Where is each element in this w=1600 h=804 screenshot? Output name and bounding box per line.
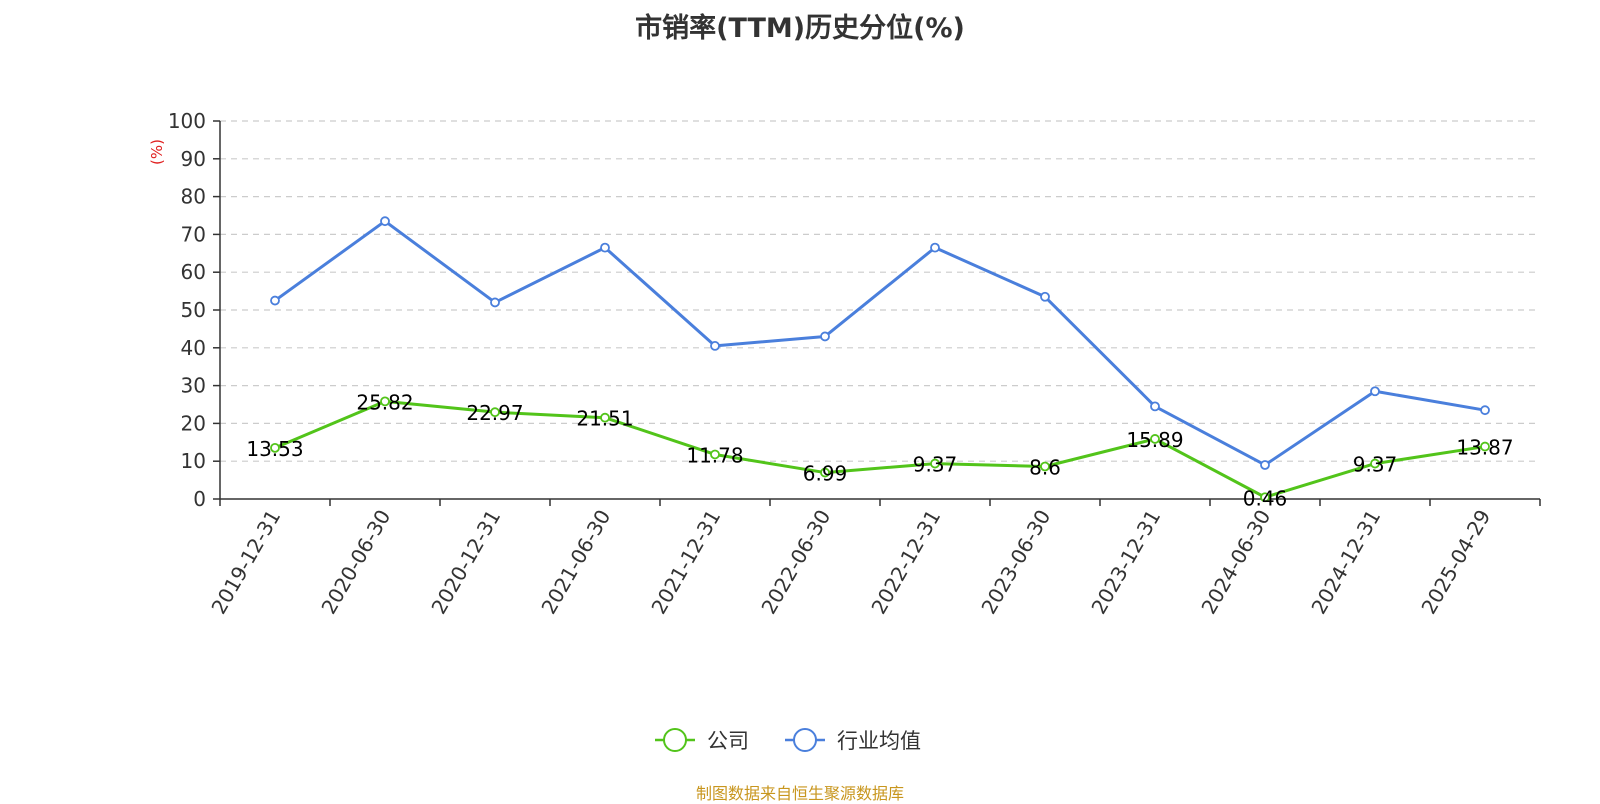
data-label: 15.89 [1126,428,1183,452]
data-point [1260,460,1270,470]
data-point [380,396,390,407]
x-tick-label: 2019-12-31 [206,506,285,619]
legend-marker [793,728,817,752]
y-tick-label: 80 [181,185,206,209]
data-point [270,442,280,453]
data-label: 21.51 [576,407,633,431]
y-tick-label: 50 [181,298,206,322]
data-label: 9.37 [1353,453,1398,477]
x-tick-label: 2022-12-31 [866,506,945,619]
data-point [1480,405,1490,416]
data-point [490,297,500,308]
data-point [820,467,830,478]
data-point [1370,458,1380,469]
data-point [710,449,720,460]
legend-label: 公司 [707,729,749,753]
y-tick-label: 60 [181,260,206,284]
data-point [1040,291,1050,302]
y-tick-label: 70 [181,222,206,246]
data-label: 25.82 [356,390,413,414]
data-label: 9.37 [913,453,958,477]
data-point [490,407,500,418]
y-tick-label: 10 [181,449,206,473]
legend-label: 行业均值 [837,729,921,753]
data-label: 13.87 [1456,436,1513,460]
y-tick-label: 20 [181,411,206,435]
y-tick-label: 40 [181,336,206,360]
x-tick-label: 2020-12-31 [426,506,505,619]
x-tick-label: 2024-12-31 [1306,506,1385,619]
data-point [600,242,610,253]
y-axis-unit-label: (%) [148,139,166,165]
x-tick-label: 2020-06-30 [316,506,395,619]
source-note: 制图数据来自恒生聚源数据库 [695,784,904,803]
x-tick-label: 2025-04-29 [1416,506,1495,619]
data-point [930,458,940,469]
data-point [270,295,280,306]
axes: 0 10 20 30 40 50 60 70 80 90 100 2019-12-31 2020-06-… [168,109,1541,619]
chart-title: 市销率(TTM)历史分位(%) [635,13,965,44]
data-point [1260,492,1270,503]
data-label: 6.99 [803,462,848,486]
series-line [274,219,1486,467]
legend: 公司 行业均值 [655,728,921,753]
data-point [380,216,390,227]
y-tick-label: 90 [181,147,206,171]
data-label: 8.6 [1029,455,1061,479]
data-point [1150,434,1160,444]
series-line [274,399,1486,499]
y-tick-label: 0 [193,487,206,511]
x-tick-label: 2021-06-30 [536,506,615,619]
x-tick-label: 2022-06-30 [756,506,835,619]
y-tick-label: 100 [168,109,206,133]
data-label: 22.97 [466,401,523,425]
data-point [600,412,610,423]
x-tick-label: 2023-12-31 [1086,506,1165,619]
x-tick-label: 2021-12-31 [646,506,725,619]
data-label: 11.78 [686,443,743,467]
data-point [1040,461,1050,472]
x-tick-label: 2024-06-30 [1196,506,1275,619]
data-label: 0.46 [1243,486,1288,510]
data-labels: 13.53 25.82 22.97 21.51 11.78 6.99 9.37 8.6 15.8… [246,390,1513,510]
data-point [930,242,940,253]
series-lines [270,216,1490,503]
data-point [1370,386,1380,397]
data-point [820,331,830,342]
legend-marker [663,728,687,752]
data-point [1150,401,1160,412]
x-tick-label: 2023-06-30 [976,506,1055,619]
data-point [710,341,720,351]
y-tick-label: 30 [181,374,206,398]
data-point [1480,441,1490,452]
grid-lines [220,120,1540,462]
data-label: 13.53 [246,437,303,461]
